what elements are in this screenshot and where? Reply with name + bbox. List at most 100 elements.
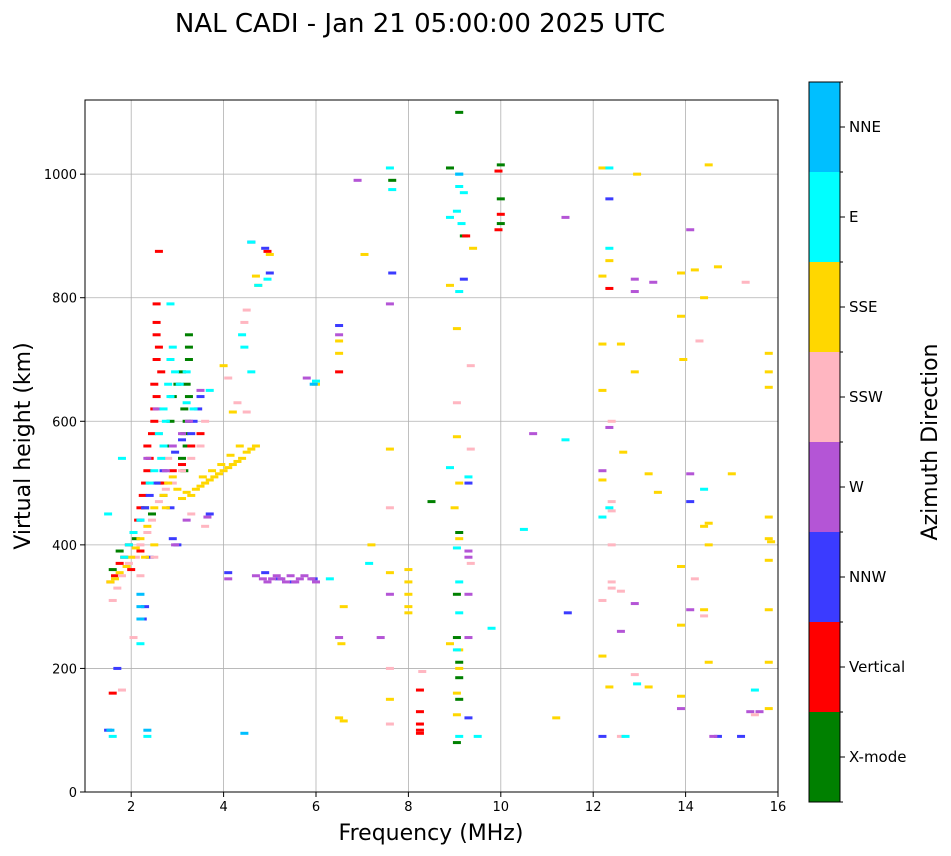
data-point [455, 537, 464, 541]
data-point [143, 728, 152, 732]
data-point [605, 506, 614, 510]
data-point [272, 574, 281, 578]
data-point [690, 268, 699, 272]
data-point [607, 509, 616, 513]
data-point [452, 713, 461, 717]
data-point [219, 364, 228, 368]
data-point [187, 512, 196, 516]
data-point [529, 432, 538, 436]
data-point [676, 564, 685, 568]
data-point [466, 561, 475, 565]
plot-frame [84, 99, 779, 793]
data-point [764, 660, 773, 664]
data-point [630, 370, 639, 374]
data-point [154, 345, 163, 349]
data-point [143, 524, 152, 528]
data-point [630, 277, 639, 281]
colorbar-swatch [809, 622, 840, 712]
data-point [184, 333, 193, 337]
data-point [115, 561, 124, 565]
data-point [131, 537, 140, 541]
data-point [457, 222, 466, 226]
data-point [616, 629, 625, 633]
data-point [686, 228, 695, 232]
x-tick-label: 2 [127, 800, 135, 815]
data-point [152, 395, 161, 399]
data-point [196, 388, 205, 392]
data-point [201, 524, 210, 528]
data-point [166, 302, 175, 306]
data-point [251, 444, 260, 448]
x-tick-label: 6 [312, 800, 320, 815]
data-point [462, 234, 471, 238]
data-point [764, 370, 773, 374]
data-point [108, 691, 117, 695]
data-points [104, 110, 776, 745]
data-point [161, 506, 170, 510]
data-point [619, 450, 628, 454]
x-axis-label: Frequency (MHz) [339, 821, 524, 846]
data-point [700, 524, 709, 528]
data-point [143, 456, 152, 460]
data-point [168, 537, 177, 541]
data-point [124, 543, 133, 547]
data-point [385, 722, 394, 726]
data-point [196, 484, 205, 488]
data-point [552, 716, 561, 720]
data-point [108, 734, 117, 738]
data-point [764, 608, 773, 612]
data-point [152, 407, 161, 411]
data-point [302, 376, 311, 380]
data-point [127, 555, 136, 559]
data-point [653, 490, 662, 494]
data-point [630, 290, 639, 294]
data-point [152, 481, 161, 485]
data-point [300, 574, 309, 578]
data-point [385, 571, 394, 575]
data-point [242, 410, 251, 414]
data-point [150, 419, 159, 423]
data-point [466, 364, 475, 368]
data-point [171, 370, 180, 374]
data-point [182, 444, 191, 448]
data-point [459, 191, 468, 195]
data-point [277, 577, 286, 581]
chart-title: NAL CADI - Jan 21 05:00:00 2025 UTC [175, 9, 665, 39]
colorbar-label: SSW [849, 388, 883, 406]
data-point [630, 673, 639, 677]
data-point [750, 713, 759, 717]
data-point [254, 283, 263, 287]
data-point [136, 549, 145, 553]
data-point [700, 487, 709, 491]
data-point [141, 605, 150, 609]
data-point [353, 178, 362, 182]
data-point [138, 493, 147, 497]
data-point [452, 741, 461, 745]
data-point [605, 197, 614, 201]
data-point [113, 586, 122, 590]
data-point [108, 568, 117, 572]
data-point [136, 574, 145, 578]
data-point [210, 475, 219, 479]
y-tick-label: 400 [52, 539, 77, 554]
data-point [312, 580, 320, 584]
data-point [143, 444, 152, 448]
data-point [242, 308, 251, 312]
data-point [233, 401, 242, 405]
data-point [616, 589, 625, 593]
data-point [764, 537, 773, 541]
data-point [767, 540, 776, 544]
data-point [240, 731, 249, 735]
data-point [201, 481, 210, 485]
data-point [686, 500, 695, 504]
data-point [217, 463, 226, 467]
data-point [727, 472, 736, 476]
data-point [312, 379, 320, 383]
data-point [764, 558, 773, 562]
data-point [385, 447, 394, 451]
data-point [704, 521, 713, 525]
data-point [168, 475, 177, 479]
data-point [233, 459, 242, 463]
data-point [182, 401, 191, 405]
data-point [147, 512, 156, 516]
